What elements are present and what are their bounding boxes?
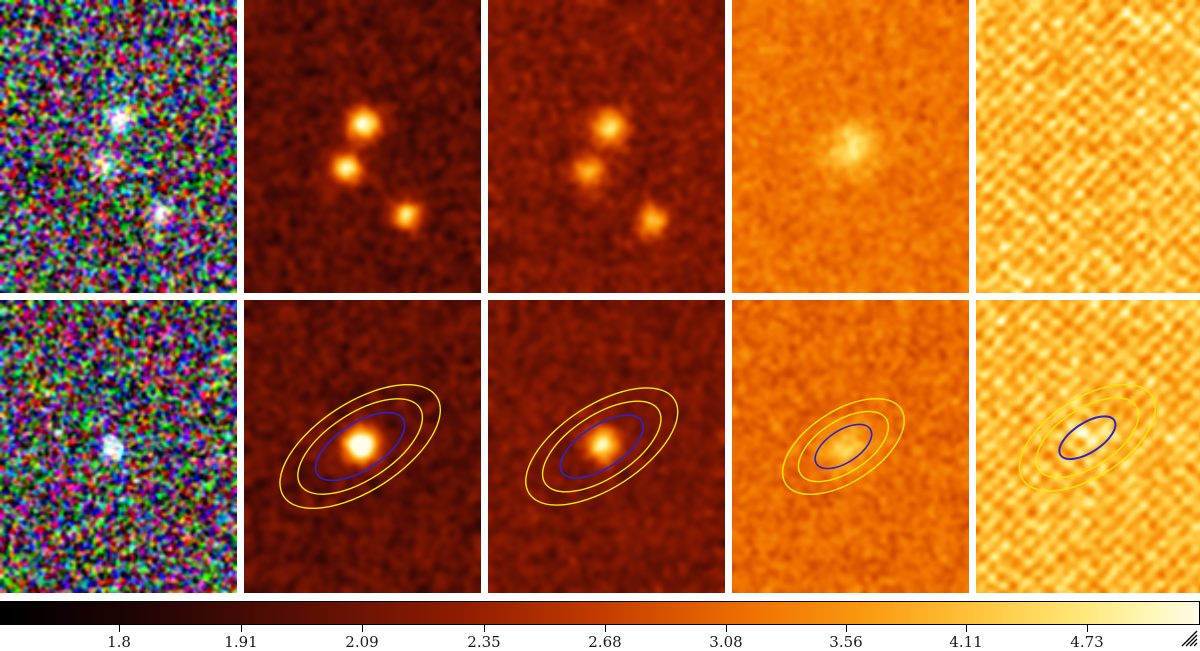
cutout-image-r1c3 (488, 0, 725, 293)
cutout-panel-r2c1 (0, 300, 237, 593)
colorbar-tick-label-6: 3.56 (829, 633, 863, 651)
cutout-image-r1c5 (976, 0, 1200, 293)
colorbar-wrap: 1.8 1.91 2.09 2.35 2.68 3.08 3.56 4.11 4.73 (0, 601, 1200, 651)
cutout-image-r2c2 (244, 300, 481, 593)
intensity-colorbar (0, 601, 1200, 625)
colorbar-tick-6 (846, 625, 847, 632)
cutout-image-r2c4 (732, 300, 969, 593)
colorbar-tick-label-4: 2.68 (588, 633, 622, 651)
cutout-image-r2c5 (976, 300, 1200, 593)
colorbar-tick-0 (119, 625, 120, 632)
cutout-panel-r2c5 (976, 300, 1200, 593)
cutout-panel-r1c4 (732, 0, 969, 293)
colorbar-tick-1 (241, 625, 242, 632)
cutout-image-r2c1 (0, 300, 237, 593)
colorbar-tick-label-7: 4.11 (949, 633, 983, 651)
cutout-panel-r1c5 (976, 0, 1200, 293)
colorbar-end-hatch-icon (1181, 630, 1198, 647)
colorbar-tick-label-0: 1.8 (107, 633, 131, 651)
colorbar-tick-axis: 1.8 1.91 2.09 2.35 2.68 3.08 3.56 4.11 4.73 (0, 625, 1200, 651)
cutout-image-r1c1 (0, 0, 237, 293)
cutout-panel-r2c3 (488, 300, 725, 593)
colorbar-tick-2 (362, 625, 363, 632)
cutout-panel-r2c4 (732, 300, 969, 593)
colorbar-tick-7 (966, 625, 967, 632)
colorbar-tick-5 (726, 625, 727, 632)
colorbar-tick-label-5: 3.08 (709, 633, 743, 651)
cutout-image-r1c2 (244, 0, 481, 293)
cutout-panel-r1c3 (488, 0, 725, 293)
colorbar-tick-label-3: 2.35 (467, 633, 501, 651)
cutout-panel-r2c2 (244, 300, 481, 593)
colorbar-tick-8 (1087, 625, 1088, 632)
colorbar-tick-4 (605, 625, 606, 632)
colorbar-tick-label-2: 2.09 (345, 633, 379, 651)
panel-grid (0, 0, 1200, 593)
cutout-image-r2c3 (488, 300, 725, 593)
cutout-image-r1c4 (732, 0, 969, 293)
cutout-panel-r1c1 (0, 0, 237, 293)
colorbar-tick-3 (484, 625, 485, 632)
colorbar-tick-label-1: 1.91 (224, 633, 258, 651)
cutout-panel-r1c2 (244, 0, 481, 293)
colorbar-tick-label-8: 4.73 (1070, 633, 1104, 651)
